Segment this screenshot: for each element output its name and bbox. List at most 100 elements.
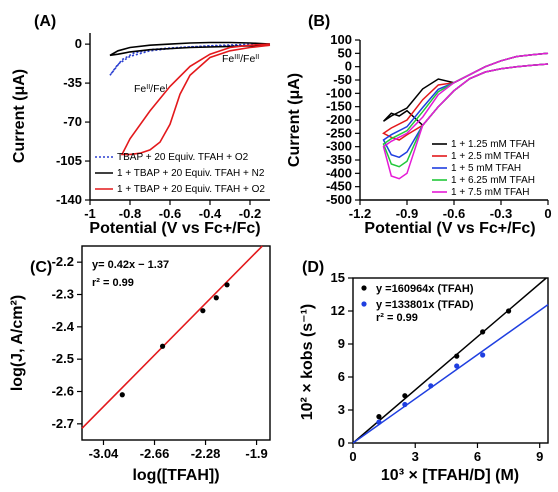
panel-c-frame <box>81 245 271 441</box>
panel-d-point <box>454 353 460 359</box>
panel-b-y-tick-label: -300 <box>326 139 352 154</box>
panel-b-x-tick-label: 0 <box>544 206 551 221</box>
panel-d-point <box>480 352 486 358</box>
panel-c-x-tick-label: -3.04 <box>89 446 119 461</box>
panel-d-x-tick-label: 6 <box>474 449 481 464</box>
panel-b-label: (B) <box>308 13 330 30</box>
panel-b-x-tick-label: -0.9 <box>396 206 418 221</box>
panel-c-x-title: log([TFAH]) <box>132 467 219 484</box>
panel-a-label: (A) <box>34 13 56 30</box>
panel-c-x-tick-label: -1.9 <box>245 446 267 461</box>
panel-a-x-tick-label: -0.4 <box>199 206 222 221</box>
panel-d-point <box>376 419 382 425</box>
panel-d-y-tick-label: 3 <box>338 402 345 417</box>
panel-d-x-tick-label: 3 <box>412 449 419 464</box>
panel-c-y-tick-label: -2.3 <box>52 287 74 302</box>
panel-d-fit-line <box>352 304 549 444</box>
panel-b-legend-label: 1 + 6.25 mM TFAH <box>451 175 535 186</box>
panel-d-legend-label: y =133801x (TFAD) <box>376 299 474 311</box>
panel-d-legend-label: y =160964x (TFAH) <box>376 283 474 295</box>
panel-a-y-title: Current (μA) <box>11 69 28 163</box>
panel-c-y-tick-label: -2.4 <box>52 319 75 334</box>
panel-a-y-tick-label: -140 <box>56 192 82 207</box>
panel-b-y-tick-label: -400 <box>326 165 352 180</box>
panel-a-y-tick-label: 0 <box>75 36 82 51</box>
panel-b-legend-label: 1 + 7.5 mM TFAH <box>451 187 529 198</box>
panel-b-y-title: Current (μA) <box>286 73 303 167</box>
panel-d: (D) r² = 0.99 0 3 6 9 0 3 6 9 12 15 10³ × [TFAH/D]… <box>299 259 549 484</box>
panel-d-fit-line <box>352 277 547 444</box>
panel-b-x-title: Potential (V vs Fc+/Fc) <box>364 220 535 237</box>
panel-a-series-line <box>120 43 271 156</box>
panel-d-y-title: 10² × kobs (s⁻¹) <box>299 304 316 420</box>
panel-d-frame <box>352 277 549 444</box>
panel-d-point <box>402 393 408 399</box>
panel-a: (A) FeIII/FeII FeII/FeI -1 -0.8 -0.6 -0.4 -0… <box>11 13 271 237</box>
panel-d-legend-swatch <box>361 285 367 291</box>
panel-b-y-tick-label: -250 <box>326 125 352 140</box>
panel-b-y-tick-label: -350 <box>326 152 352 167</box>
panel-c-label: (C) <box>30 259 52 276</box>
panel-b-x-tick-label: -0.3 <box>490 206 512 221</box>
panel-c-equation: y= 0.42x − 1.37 <box>92 259 169 271</box>
panel-a-legend-label: 1 + TBAP + 20 Equiv. TFAH + N2 <box>117 168 265 179</box>
panel-c-point <box>213 295 219 301</box>
panel-a-x-title: Potential (V vs Fc+/Fc) <box>89 220 260 237</box>
panel-a-y-tick-label: -35 <box>63 75 82 90</box>
panel-d-x-tick-label: 9 <box>536 449 543 464</box>
panel-d-y-tick-label: 9 <box>338 336 345 351</box>
panel-b-y-tick-label: -150 <box>326 99 352 114</box>
panel-b: (B) -1.2 -0.9 -0.6 -0.3 0100500-50-100-150-2… <box>286 13 552 237</box>
panel-d-label: (D) <box>302 259 324 276</box>
panel-d-point <box>480 329 486 335</box>
panel-b-x-tick-label: -1.2 <box>349 206 371 221</box>
panel-b-y-tick-label: -500 <box>326 192 352 207</box>
panel-b-legend-label: 1 + 2.5 mM TFAH <box>451 151 529 162</box>
panel-a-series-line <box>109 41 271 57</box>
annotation-fe3-fe2: FeIII/FeII <box>222 53 259 65</box>
panel-b-y-tick-label: -200 <box>326 112 352 127</box>
panel-b-series-line <box>382 52 549 127</box>
panel-d-x-title: 10³ × [TFAH/D] (M) <box>381 467 519 484</box>
panel-c-x-tick-label: -2.28 <box>191 446 221 461</box>
panel-b-y-tick-label: 0 <box>345 59 352 74</box>
panel-c-x-tick-label: -2.66 <box>140 446 170 461</box>
panel-b-y-tick-label: 50 <box>338 45 352 60</box>
panel-d-y-tick-label: 15 <box>331 270 345 285</box>
panel-b-x-tick-label: -0.6 <box>443 206 465 221</box>
panel-a-legend-label: 1 + TBAP + 20 Equiv. TFAH + O2 <box>117 184 265 195</box>
panel-a-x-tick-label: -0.2 <box>239 206 261 221</box>
panel-c-y-tick-label: -2.5 <box>52 351 74 366</box>
panel-a-x-tick-label: -0.6 <box>159 206 181 221</box>
panel-a-x-tick-label: -1 <box>84 206 96 221</box>
panel-c-fit-line <box>81 245 263 429</box>
panel-c-y-tick-label: -2.6 <box>52 384 74 399</box>
panel-d-point <box>505 308 512 314</box>
panel-c: (C) y= 0.42x − 1.37 r² = 0.99 -3.04 -2.66… <box>9 245 271 484</box>
panel-c-y-tick-label: -2.2 <box>52 254 74 269</box>
panel-d-point <box>376 414 382 420</box>
panel-b-legend-label: 1 + 1.25 mM TFAH <box>451 139 535 150</box>
panel-a-y-tick-label: -70 <box>63 114 82 129</box>
panel-b-series-line <box>382 52 549 180</box>
panel-d-point <box>402 401 408 408</box>
panel-d-point <box>428 383 434 389</box>
panel-d-x-tick-label: 0 <box>349 449 356 464</box>
panel-b-y-tick-label: -450 <box>326 179 352 194</box>
panel-d-y-tick-label: 6 <box>338 369 345 384</box>
panel-d-point <box>454 363 460 369</box>
annotation-fe2-fe1: FeII/FeI <box>134 83 167 95</box>
panel-a-x-tick-label: -0.8 <box>119 206 141 221</box>
panel-c-point <box>200 308 206 314</box>
panel-c-r2: r² = 0.99 <box>92 277 134 289</box>
panel-c-y-tick-label: -2.7 <box>52 416 74 431</box>
panel-d-legend-swatch <box>361 301 367 307</box>
panel-c-y-title: log(J, A/cm²) <box>9 295 26 391</box>
panel-c-point <box>224 282 230 288</box>
panel-c-point <box>119 392 125 398</box>
panel-b-y-tick-label: -100 <box>326 85 352 100</box>
panel-d-y-tick-label: 12 <box>331 303 345 318</box>
panel-b-legend-label: 1 + 5 mM TFAH <box>451 163 521 174</box>
panel-a-legend-label: TBAP + 20 Equiv. TFAH + O2 <box>117 152 249 163</box>
